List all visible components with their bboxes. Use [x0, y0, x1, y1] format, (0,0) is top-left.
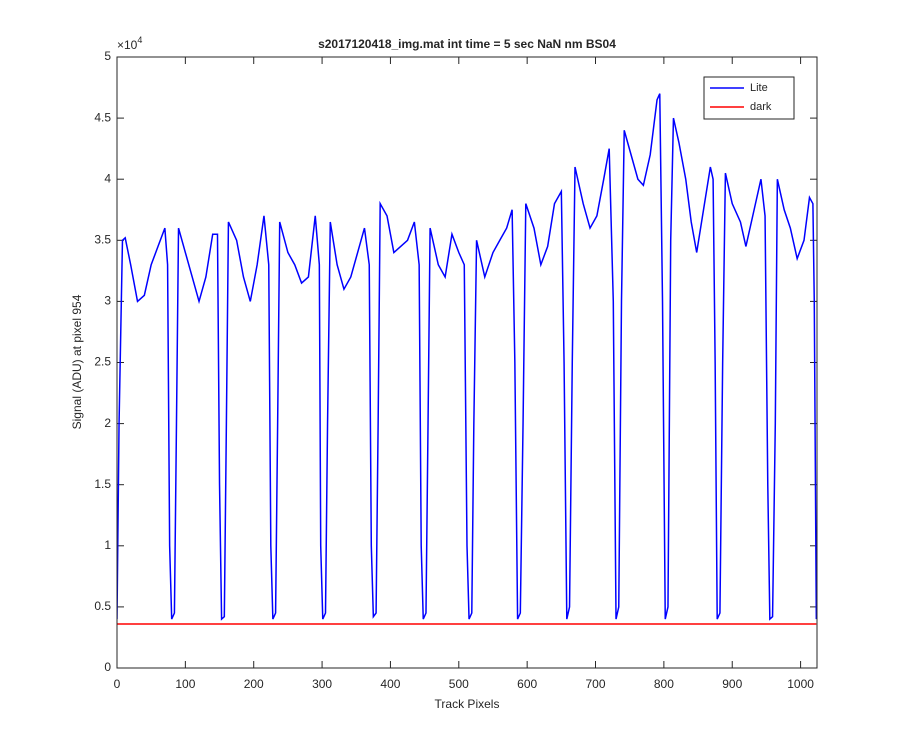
y-tick-label: 2.5 — [94, 355, 111, 369]
y-tick-label: 1.5 — [94, 477, 111, 491]
y-tick-label: 4.5 — [94, 110, 111, 124]
x-tick-label: 0 — [114, 677, 121, 691]
x-tick-label: 200 — [244, 677, 264, 691]
x-tick-label: 700 — [586, 677, 606, 691]
y-multiplier-exponent: 4 — [137, 35, 142, 45]
x-tick-label: 300 — [312, 677, 332, 691]
series-line — [117, 93, 817, 621]
y-tick-label: 1 — [104, 538, 111, 552]
legend-label: Lite — [750, 82, 768, 94]
legend-label: dark — [750, 101, 772, 113]
x-tick-label: 600 — [517, 677, 537, 691]
y-axis-label: Signal (ADU) at pixel 954 — [70, 294, 84, 429]
y-tick-label: 0 — [104, 660, 111, 674]
y-tick-label: 4 — [104, 171, 111, 185]
plot-frame — [116, 56, 818, 669]
y-tick-label: 2 — [104, 416, 111, 430]
x-tick-label: 400 — [380, 677, 400, 691]
x-tick-label: 100 — [175, 677, 195, 691]
x-tick-label: 900 — [722, 677, 742, 691]
x-tick-label: 800 — [654, 677, 674, 691]
y-tick-label: 3 — [104, 294, 111, 308]
legend-box — [703, 76, 795, 120]
x-tick-label: 1000 — [787, 677, 814, 691]
chart-title: s2017120418_img.mat int time = 5 sec NaN… — [318, 37, 616, 51]
y-multiplier-base: ×10 — [117, 38, 138, 52]
y-tick-label: 5 — [104, 49, 111, 63]
y-multiplier: ×104 — [117, 35, 142, 52]
x-tick-label: 500 — [449, 677, 469, 691]
y-tick-label: 3.5 — [94, 232, 111, 246]
y-tick-label: 0.5 — [94, 599, 111, 613]
x-axis-label: Track Pixels — [435, 697, 500, 711]
